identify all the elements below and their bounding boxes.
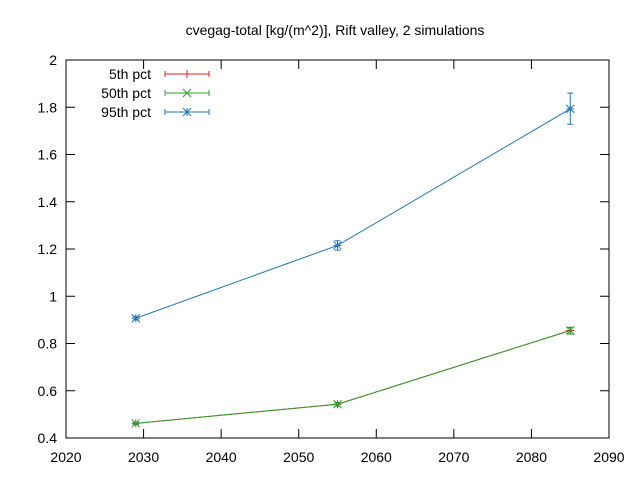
- legend-label: 50th pct: [101, 85, 151, 101]
- x-tick-label: 2090: [593, 449, 624, 465]
- legend-item: 95th pct: [101, 104, 210, 120]
- data-point-marker: [182, 88, 192, 98]
- chart-title: cvegag-total [kg/(m^2)], Rift valley, 2 …: [186, 22, 485, 38]
- legend-label: 5th pct: [109, 66, 151, 82]
- y-axis: 0.4 0.6 0.8 1 1.2 1.4 1.6 1.8 2: [38, 52, 609, 446]
- plot-series: [131, 92, 575, 428]
- series-95th-pct: [131, 92, 575, 323]
- y-tick-label: 0.8: [38, 336, 58, 352]
- data-point-marker: [182, 107, 192, 117]
- legend: 5th pct 50th pct 95th pct: [101, 66, 210, 120]
- y-tick-label: 1.2: [38, 241, 58, 257]
- series-line: [135, 330, 571, 424]
- data-point-marker: [565, 326, 575, 335]
- y-tick-label: 0.6: [38, 383, 58, 399]
- legend-label: 95th pct: [101, 104, 151, 120]
- data-point-marker: [131, 418, 141, 428]
- y-tick-label: 1.4: [38, 194, 58, 210]
- x-tick-label: 2040: [206, 449, 237, 465]
- x-axis: 2020 2030 2040 2050 2060 2070 2080 2090: [50, 60, 625, 465]
- x-tick-label: 2070: [438, 449, 469, 465]
- y-tick-label: 1.8: [38, 99, 58, 115]
- data-point-marker: [333, 399, 342, 409]
- data-point-marker: [333, 241, 342, 250]
- x-tick-label: 2060: [361, 449, 392, 465]
- y-tick-label: 2: [49, 52, 57, 68]
- series-50th-pct: [131, 326, 575, 428]
- plot-frame: [65, 59, 610, 439]
- x-tick-label: 2050: [283, 449, 314, 465]
- y-tick-label: 1: [49, 288, 57, 304]
- data-point-marker: [131, 313, 141, 323]
- x-tick-label: 2080: [516, 449, 547, 465]
- legend-item: 50th pct: [101, 85, 210, 101]
- series-line: [135, 330, 571, 424]
- y-tick-label: 0.4: [38, 430, 58, 446]
- series-line: [135, 108, 571, 319]
- y-tick-label: 1.6: [38, 147, 58, 163]
- series-5th-pct: [131, 326, 575, 428]
- x-tick-label: 2030: [128, 449, 159, 465]
- legend-item: 5th pct: [109, 66, 210, 82]
- data-point-marker: [565, 104, 575, 114]
- x-tick-label: 2020: [50, 449, 81, 465]
